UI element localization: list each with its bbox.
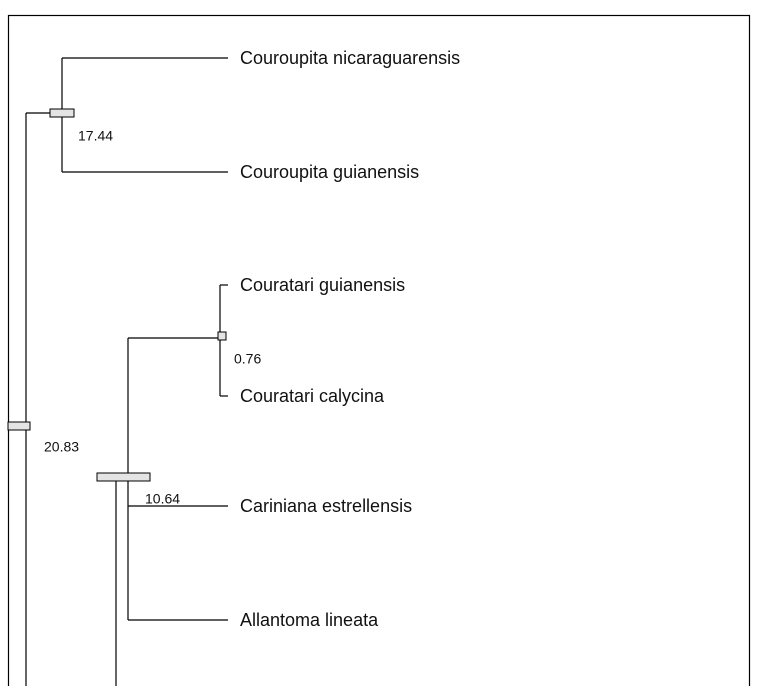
tip-label: Couroupita guianensis <box>240 162 419 182</box>
node-bar <box>96 472 151 482</box>
tip-label: Cariniana estrellensis <box>240 496 412 516</box>
tip-label: Couratari calycina <box>240 386 385 406</box>
tip-label: Allantoma lineata <box>240 610 379 630</box>
tip-label: Couratari guianensis <box>240 275 405 295</box>
node-bar <box>49 108 75 118</box>
node-bar <box>217 331 227 341</box>
branches <box>25 57 228 686</box>
frame <box>7 14 751 686</box>
tip-label: Couroupita nicaraguarensis <box>240 48 460 68</box>
node-label: 20.83 <box>44 439 79 455</box>
node-label: 0.76 <box>234 351 261 367</box>
node-bar <box>7 421 31 431</box>
node-label: 17.44 <box>78 128 113 144</box>
node-label: 10.64 <box>145 491 180 507</box>
